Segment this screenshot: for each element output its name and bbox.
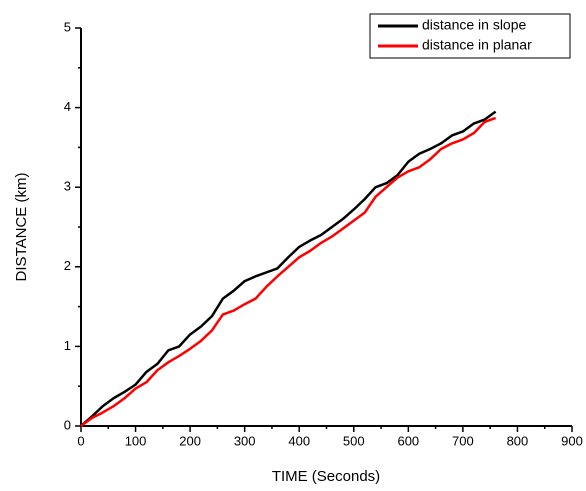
data-line [80, 116, 497, 428]
y-tick-label: 3 [64, 179, 71, 194]
legend-box [369, 13, 571, 59]
x-tick-label: 800 [507, 433, 529, 448]
y-tick-label: 2 [64, 258, 71, 273]
y-tick-label: 1 [64, 338, 71, 353]
y-tick-label: 4 [64, 99, 71, 114]
y-axis-title: DISTANCE (km) [13, 173, 30, 282]
data-line [80, 110, 497, 427]
x-tick-label: 700 [452, 433, 474, 448]
x-tick-label: 0 [77, 433, 84, 448]
x-tick-label: 500 [343, 433, 365, 448]
x-tick-label: 300 [234, 433, 256, 448]
x-axis-title: TIME (Seconds) [272, 468, 380, 485]
legend-label: distance in planar [422, 37, 532, 53]
legend-label: distance in slope [422, 17, 527, 33]
y-tick-label: 0 [64, 417, 71, 432]
x-tick-label: 400 [288, 433, 310, 448]
x-tick-label: 100 [125, 433, 147, 448]
y-tick-label: 5 [64, 19, 71, 34]
x-tick-label: 600 [397, 433, 419, 448]
x-tick-label: 900 [561, 433, 583, 448]
x-tick-label: 200 [179, 433, 201, 448]
